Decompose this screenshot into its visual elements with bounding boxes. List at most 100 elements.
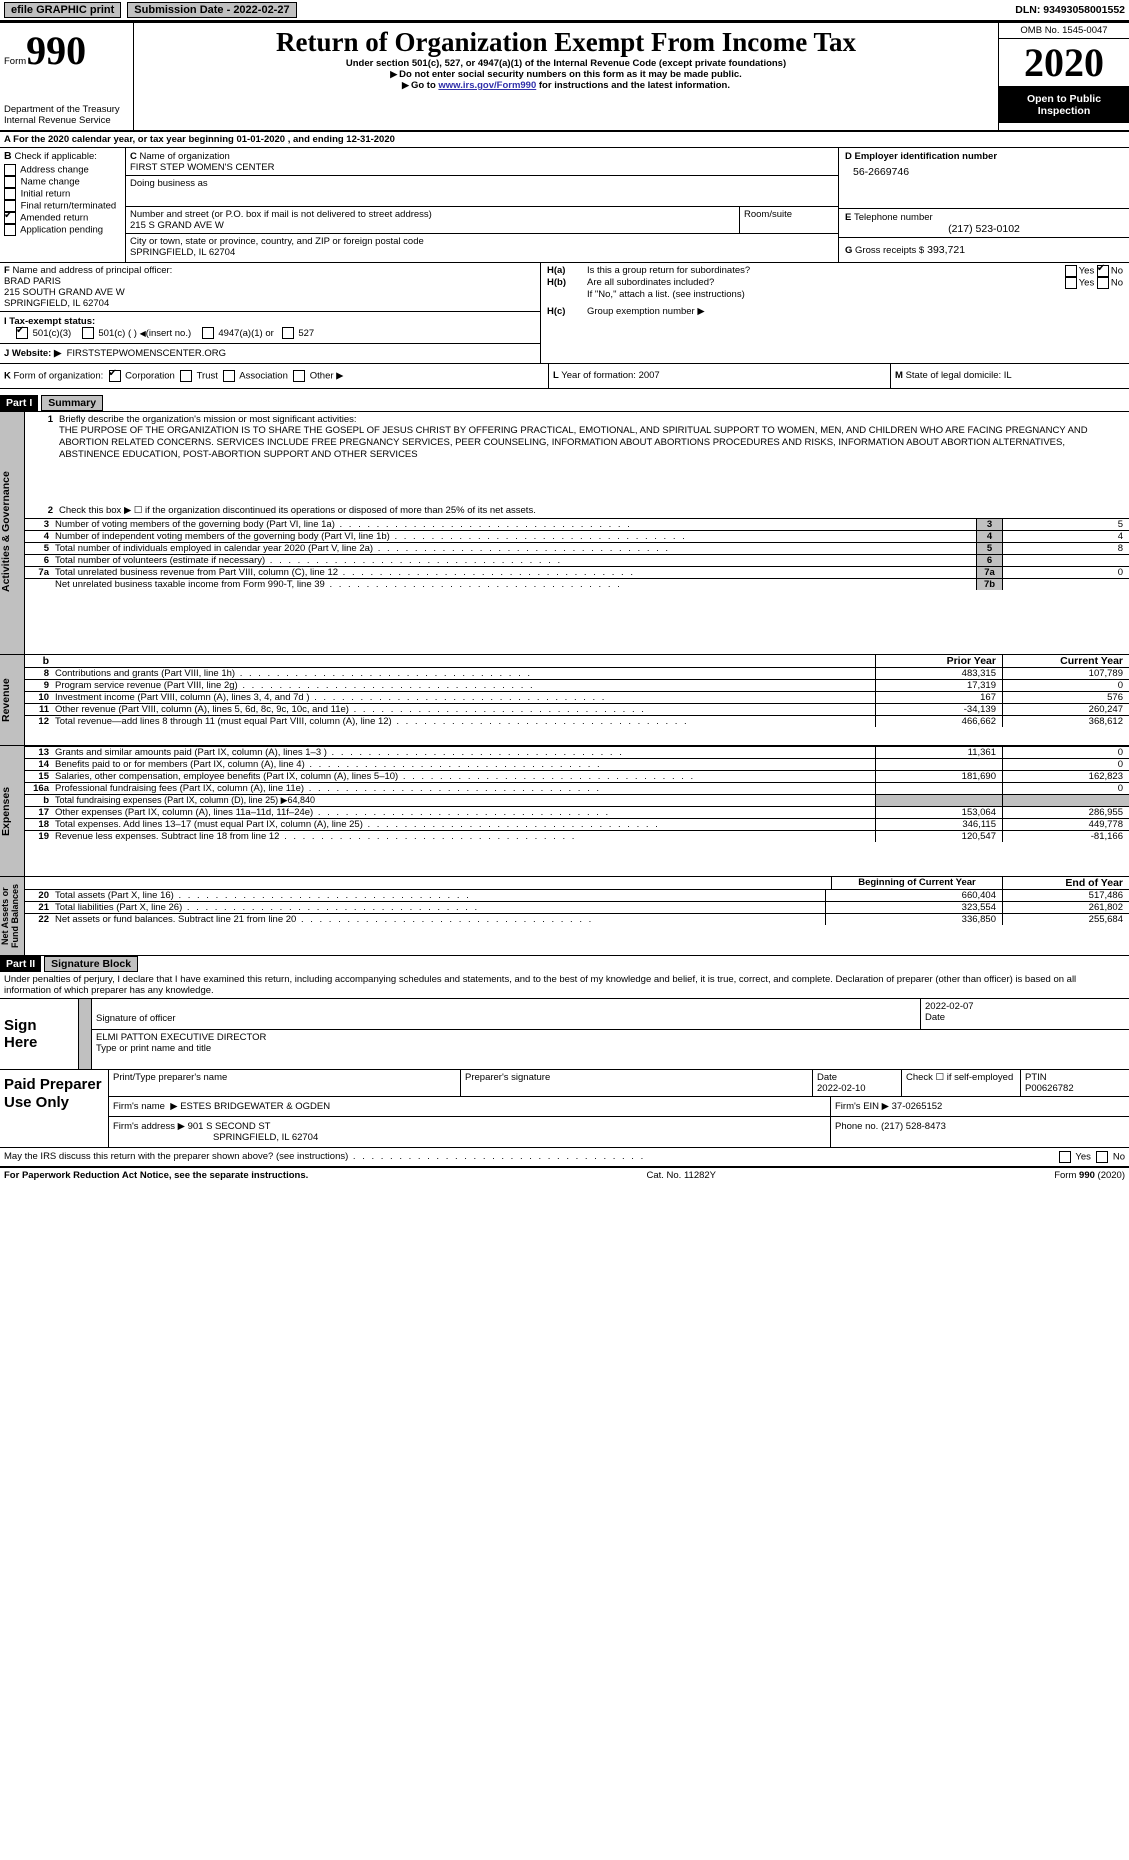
line-a: A For the 2020 calendar year, or tax yea… (0, 132, 1129, 148)
officer-addr1: 215 SOUTH GRAND AVE W (4, 287, 125, 298)
discuss-yes-checkbox[interactable] (1059, 1151, 1071, 1163)
firm-name: ESTES BRIDGEWATER & OGDEN (180, 1101, 330, 1112)
pra-notice: For Paperwork Reduction Act Notice, see … (4, 1170, 308, 1181)
firm-addr2: SPRINGFIELD, IL 62704 (113, 1132, 318, 1143)
no-label: No (1111, 266, 1123, 277)
firm-ein: 37-0265152 (892, 1101, 943, 1112)
4947-checkbox[interactable] (202, 327, 214, 339)
col-current: Current Year (1002, 655, 1129, 667)
suite-label: Room/suite (739, 207, 838, 233)
ha-no-checkbox[interactable] (1097, 265, 1109, 277)
b-opt-0-checkbox[interactable] (4, 164, 16, 176)
trust-checkbox[interactable] (180, 370, 192, 382)
l-label: Year of formation: (561, 370, 636, 381)
efile-button[interactable]: efile GRAPHIC print (4, 2, 121, 18)
officer-typed-name: ELMI PATTON EXECUTIVE DIRECTOR (96, 1032, 1125, 1043)
corp-checkbox[interactable] (109, 370, 121, 382)
ssn-warning: Do not enter social security numbers on … (138, 69, 994, 80)
b-opt-4-checkbox[interactable] (4, 212, 16, 224)
firm-addr1: 901 S SECOND ST (188, 1121, 271, 1132)
b-opt-5-checkbox[interactable] (4, 224, 16, 236)
irs-label: Internal Revenue Service (4, 115, 129, 126)
hb-label: Are all subordinates included? (587, 277, 1065, 289)
sig-date: 2022-02-07 (925, 1001, 1125, 1012)
assoc-checkbox[interactable] (223, 370, 235, 382)
prep-name-label: Print/Type preparer's name (109, 1070, 460, 1096)
ein-value: 56-2669746 (845, 162, 1123, 182)
gross-label: Gross receipts $ (855, 245, 924, 256)
dln: DLN: 93493058001552 (1015, 4, 1125, 16)
part2-title: Signature Block (44, 956, 138, 972)
527-checkbox[interactable] (282, 327, 294, 339)
perjury-declaration: Under penalties of perjury, I declare th… (0, 972, 1129, 999)
date-label: Date (925, 1012, 1125, 1023)
title-block: Form990 Department of the Treasury Inter… (0, 21, 1129, 132)
submission-date-button[interactable]: Submission Date - 2022-02-27 (127, 2, 296, 18)
tax-year: 2020 (999, 39, 1129, 87)
self-emp-label: Check ☐ if self-employed (901, 1070, 1020, 1096)
sec-netassets: Net Assets or Fund Balances (0, 877, 20, 955)
dept-treasury: Department of the Treasury (4, 104, 129, 115)
sec-activities-gov: Activities & Governance (0, 412, 12, 654)
firm-phone: (217) 528-8473 (881, 1121, 946, 1132)
prep-date: 2022-02-10 (817, 1083, 866, 1094)
firm-ein-label: Firm's EIN (835, 1101, 879, 1112)
addr-label: Number and street (or P.O. box if mail i… (130, 209, 735, 220)
firm-addr-label: Firm's address (113, 1121, 175, 1132)
sec-revenue: Revenue (0, 655, 12, 745)
prep-date-label: Date (817, 1072, 837, 1083)
b-opt-2-checkbox[interactable] (4, 188, 16, 200)
part2-header: Part II (0, 956, 41, 972)
hb-no-checkbox[interactable] (1097, 277, 1109, 289)
cat-no: Cat. No. 11282Y (308, 1170, 1054, 1181)
dba-label: Doing business as (126, 176, 838, 207)
officer-label: Name and address of principal officer: (12, 265, 172, 276)
period: For the 2020 calendar year, or tax year … (13, 134, 395, 145)
box-b: B Check if applicable: Address change Na… (0, 148, 126, 262)
org-name: FIRST STEP WOMEN'S CENTER (130, 162, 834, 173)
501c-checkbox[interactable] (82, 327, 94, 339)
prep-sig-label: Preparer's signature (460, 1070, 812, 1096)
street-address: 215 S GRAND AVE W (130, 220, 735, 231)
discuss-no-checkbox[interactable] (1096, 1151, 1108, 1163)
hc-label: Group exemption number (587, 306, 695, 317)
hb-note: If "No," attach a list. (see instruction… (547, 289, 1123, 300)
form-title: Return of Organization Exempt From Incom… (138, 27, 994, 58)
open-to-public: Open to Public Inspection (999, 87, 1129, 123)
top-bar: efile GRAPHIC print Submission Date - 20… (0, 0, 1129, 21)
year-formed: 2007 (639, 370, 660, 381)
ptin-label: PTIN (1025, 1072, 1047, 1083)
city-label: City or town, state or province, country… (130, 236, 834, 247)
city-state-zip: SPRINGFIELD, IL 62704 (130, 247, 834, 258)
typed-label: Type or print name and title (96, 1043, 1125, 1054)
ha-label: Is this a group return for subordinates? (587, 265, 1065, 277)
ha-yes-checkbox[interactable] (1065, 265, 1077, 277)
box-b-title: Check if applicable: (15, 151, 97, 162)
sign-here-label: Sign Here (0, 999, 78, 1069)
form-number: 990 (26, 28, 86, 73)
phone-value: (217) 523-0102 (845, 223, 1123, 235)
col-begin: Beginning of Current Year (831, 877, 1002, 889)
m-label: State of legal domicile: (906, 370, 1002, 381)
website-value: FIRSTSTEPWOMENSCENTER.ORG (67, 348, 226, 359)
officer-addr2: SPRINGFIELD, IL 62704 (4, 298, 109, 309)
b-opt-1-checkbox[interactable] (4, 176, 16, 188)
501c3-checkbox[interactable] (16, 327, 28, 339)
l1-label: Briefly describe the organization's miss… (59, 414, 1125, 425)
sign-arrow-bar (78, 999, 92, 1069)
goto-pre: Go to (411, 80, 438, 91)
gross-value: 393,721 (927, 244, 965, 256)
col-end: End of Year (1002, 877, 1129, 889)
yes-label: Yes (1079, 266, 1095, 277)
ptin-value: P00626782 (1025, 1083, 1074, 1094)
sec-expenses: Expenses (0, 746, 12, 876)
k-label: Form of organization: (14, 371, 104, 382)
hb-yes-checkbox[interactable] (1065, 277, 1077, 289)
part1-header: Part I (0, 395, 38, 411)
name-label: Name of organization (140, 151, 230, 162)
arrow-icon (402, 80, 411, 91)
mission-text: THE PURPOSE OF THE ORGANIZATION IS TO SH… (59, 425, 1125, 461)
other-checkbox[interactable] (293, 370, 305, 382)
goto-link[interactable]: www.irs.gov/Form990 (438, 80, 536, 91)
phone-label: Telephone number (854, 212, 933, 223)
